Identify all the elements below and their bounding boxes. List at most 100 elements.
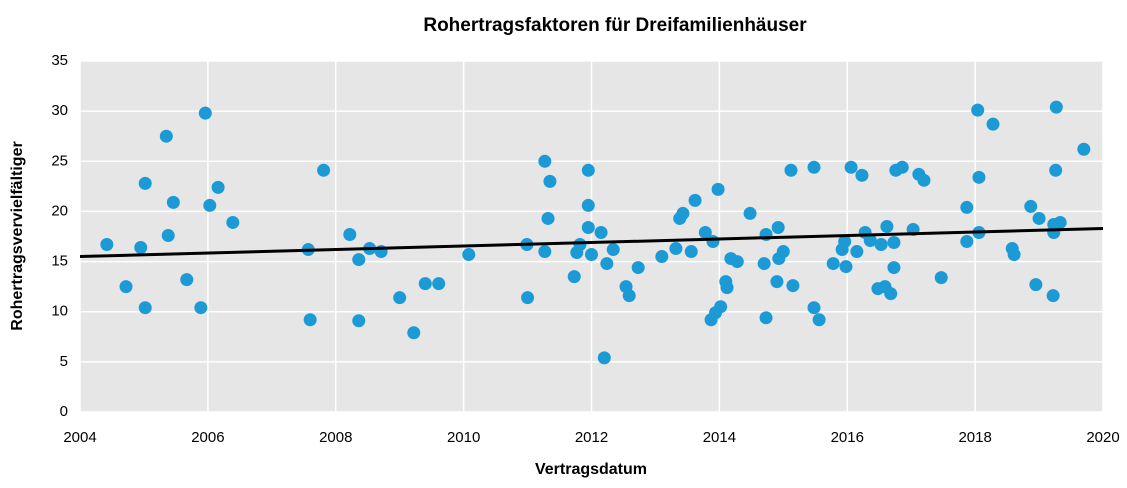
point (393, 291, 407, 305)
point (541, 211, 555, 225)
x-tick-label: 2018 (958, 429, 991, 446)
point (743, 206, 757, 220)
point (714, 300, 728, 314)
point (100, 238, 114, 252)
point (138, 301, 152, 315)
point (863, 234, 877, 248)
point (684, 245, 698, 259)
point (138, 176, 152, 190)
x-tick-label: 2008 (319, 429, 352, 446)
point (573, 238, 587, 252)
x-tick-label: 2010 (447, 429, 480, 446)
point (1049, 163, 1063, 177)
point (581, 163, 595, 177)
point (706, 235, 720, 249)
point (711, 182, 725, 196)
point (1077, 142, 1091, 156)
point (203, 198, 217, 212)
point (317, 163, 331, 177)
x-tick-label: 2014 (703, 429, 736, 446)
x-axis-label: Vertragsdatum (535, 461, 647, 478)
point (303, 313, 317, 327)
point (1024, 199, 1038, 213)
point (198, 106, 212, 120)
point (543, 174, 557, 188)
x-tick-label: 2006 (191, 429, 224, 446)
point (226, 215, 240, 229)
point (352, 314, 366, 328)
point (159, 129, 173, 143)
point (597, 351, 611, 365)
point (887, 261, 901, 275)
y-tick-label: 15 (51, 253, 68, 270)
point (211, 180, 225, 194)
point (676, 206, 690, 220)
point (934, 271, 948, 285)
point (1032, 211, 1046, 225)
point (786, 279, 800, 293)
point (839, 260, 853, 274)
point (770, 275, 784, 289)
point (807, 301, 821, 315)
point (585, 248, 598, 262)
point (986, 117, 1000, 131)
point (631, 261, 645, 275)
x-tick-label: 2012 (575, 429, 608, 446)
point (606, 243, 620, 257)
point (850, 245, 864, 259)
point (771, 220, 785, 234)
point (1029, 278, 1043, 292)
point (844, 160, 858, 174)
point (194, 301, 208, 315)
x-tick-label: 2020 (1086, 429, 1119, 446)
point (655, 250, 669, 264)
point (119, 280, 133, 294)
point (776, 245, 790, 259)
point (960, 200, 974, 214)
point (622, 289, 636, 303)
point (538, 154, 552, 168)
point (432, 277, 446, 291)
y-tick-label: 30 (51, 102, 68, 119)
chart-title: Rohertragsfaktoren für Dreifamilienhäuse… (423, 15, 807, 36)
point (161, 228, 175, 242)
point (594, 225, 608, 239)
point (343, 227, 357, 241)
point (407, 326, 421, 340)
trend-line (79, 226, 1104, 259)
point (917, 173, 931, 187)
point (180, 273, 194, 287)
point (462, 248, 476, 262)
point (880, 219, 894, 233)
point (134, 241, 148, 255)
point (1046, 289, 1060, 303)
point (581, 198, 595, 212)
point (1007, 248, 1021, 262)
point (971, 103, 985, 117)
x-tick-label: 2016 (831, 429, 864, 446)
point (581, 220, 595, 234)
point (895, 160, 909, 174)
point (567, 270, 581, 284)
point (669, 242, 683, 256)
point (887, 236, 901, 250)
point (418, 277, 432, 291)
y-tick-label: 5 (60, 353, 68, 370)
point (166, 195, 180, 209)
y-tick-label: 0 (60, 403, 68, 420)
point (688, 193, 702, 207)
point (759, 311, 773, 325)
point (960, 235, 974, 249)
point (784, 163, 798, 177)
point (600, 257, 614, 271)
point (855, 168, 869, 182)
point (874, 238, 888, 252)
point (720, 281, 734, 295)
point (1053, 215, 1067, 229)
point (1049, 100, 1063, 114)
y-tick-label: 25 (51, 152, 68, 169)
y-tick-label: 20 (51, 202, 68, 219)
x-tick-label: 2004 (63, 429, 96, 446)
point (884, 287, 898, 301)
